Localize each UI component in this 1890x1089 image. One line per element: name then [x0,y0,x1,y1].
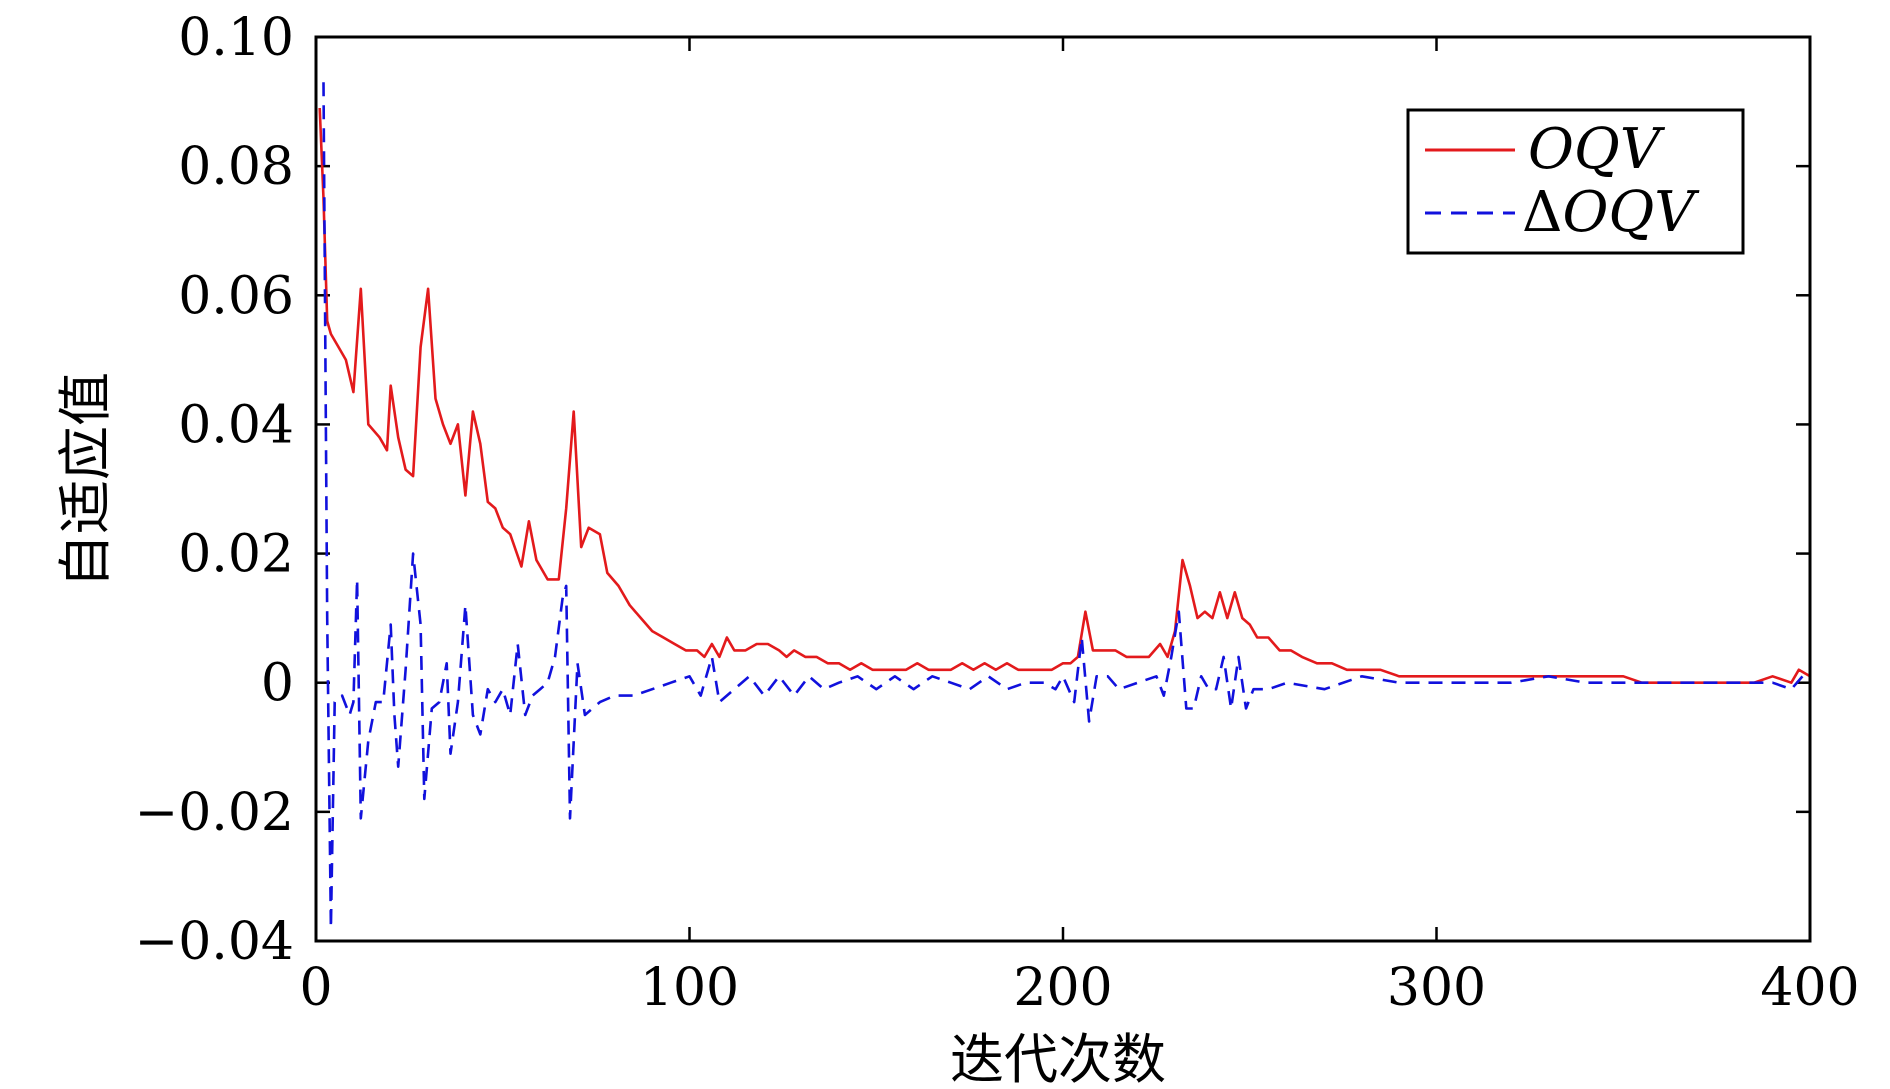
plot-area-frame [314,35,1812,943]
y-tick-label: −0.04 [135,912,294,972]
legend-label-oqv-name: OQV [1528,117,1666,182]
x-tick-label: 400 [1760,958,1859,1018]
legend: OQV ΔOQV [1406,108,1745,255]
y-tick-label: 0.02 [178,525,294,585]
y-tick-label: 0.04 [178,395,294,455]
y-tick-label: −0.02 [135,783,294,843]
legend-label-delta-oqv: ΔOQV [1522,180,1700,245]
x-tick-label: 0 [299,958,332,1018]
x-tick-label: 200 [1013,958,1112,1018]
legend-box [1406,108,1745,255]
x-tick-label: 300 [1387,958,1486,1018]
y-tick-label: 0.06 [178,266,294,326]
x-axis-title: 迭代次数 [950,1028,1166,1089]
legend-label-delta-oqv-prefix: Δ [1522,180,1562,245]
series-line-delta-oqv [322,82,1811,930]
y-axis-title: 自适应值 [54,372,117,588]
x-tick-label: 100 [640,958,739,1018]
legend-label-oqv: OQV [1528,117,1666,182]
series-line-oqv [318,107,1811,685]
series-layer [318,82,1811,930]
legend-label-delta-oqv-name: OQV [1562,180,1700,245]
x-axis-ticks: 0 100 200 300 400 [299,37,1860,1018]
y-tick-label: 0.10 [178,8,294,68]
y-tick-label: 0.08 [178,137,294,197]
y-tick-label: 0 [261,654,294,714]
y-axis-ticks: −0.04 −0.02 0 0.02 0.04 0.06 0.08 0.10 [135,8,1810,972]
